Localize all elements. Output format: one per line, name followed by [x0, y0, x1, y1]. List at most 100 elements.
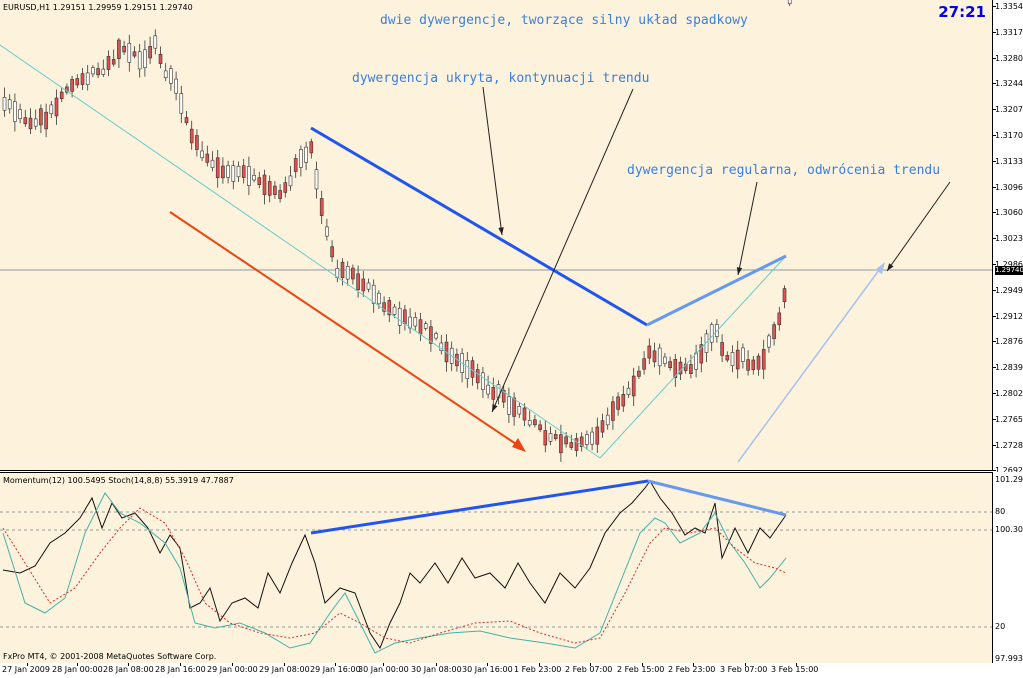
- price-tick-label: 1.29120: [995, 311, 1023, 321]
- candle: [543, 420, 548, 453]
- candle-body: [293, 158, 298, 172]
- pointer-hidden-1-head: [498, 227, 504, 235]
- candle-body: [80, 73, 85, 85]
- candle-body: [689, 364, 693, 374]
- price-tick-label: 1.26920: [995, 466, 1023, 476]
- candle: [80, 68, 85, 90]
- candle-body: [751, 359, 756, 371]
- time-tick-label: 2 Feb 15:00: [617, 665, 665, 674]
- candle-body: [392, 306, 397, 315]
- candle: [595, 417, 600, 453]
- indicator-window[interactable]: Momentum(12) 100.5495 Stoch(14,8,8) 55.3…: [0, 472, 993, 664]
- divergence-line-indicator-1: [310, 479, 649, 535]
- candle: [111, 49, 116, 67]
- price-tick-label: 1.27280: [995, 440, 1023, 450]
- time-tick-label: 1 Feb 23:00: [514, 665, 562, 674]
- price-tick-label: 1.28020: [995, 389, 1023, 398]
- candle-body: [2, 97, 7, 111]
- candle: [65, 83, 69, 95]
- candle: [39, 104, 43, 134]
- candle-body: [247, 166, 251, 186]
- candle: [273, 181, 277, 199]
- candle: [179, 85, 184, 123]
- candle-body: [231, 165, 236, 182]
- candle: [148, 36, 152, 64]
- candle-body: [585, 434, 589, 445]
- candle-body: [101, 68, 106, 75]
- candle-body: [169, 68, 173, 84]
- candle-body: [91, 67, 95, 75]
- candle: [18, 103, 22, 124]
- divergence-line-price-2: [646, 254, 787, 327]
- candle-body: [28, 117, 33, 130]
- candle: [267, 175, 272, 203]
- candle: [772, 321, 776, 346]
- candle: [106, 50, 111, 77]
- candle-body: [200, 150, 204, 159]
- candle: [366, 278, 371, 293]
- time-tick-mark: [436, 663, 437, 666]
- candle-body: [205, 153, 210, 163]
- candle-body: [273, 185, 277, 195]
- candle-body: [699, 344, 704, 364]
- candle: [673, 354, 678, 387]
- candle-body: [195, 135, 199, 150]
- candle: [44, 103, 48, 138]
- candle: [434, 331, 438, 341]
- time-tick-label: 30 Jan 16:00: [462, 665, 513, 674]
- candle: [330, 240, 334, 263]
- candle: [746, 350, 750, 376]
- candle-body: [44, 111, 48, 130]
- candle-body: [616, 396, 620, 410]
- candle: [574, 432, 579, 457]
- price-chart[interactable]: EURUSD,H1 1.29151 1.29959 1.29151 1.2974…: [0, 0, 993, 471]
- candle: [460, 348, 464, 383]
- candle: [585, 430, 589, 450]
- candle-body: [512, 397, 516, 417]
- candle: [621, 385, 626, 412]
- candle: [590, 427, 594, 451]
- candle: [7, 94, 12, 114]
- price-chart-canvas: [0, 0, 992, 463]
- candle-body: [631, 375, 636, 397]
- candle-body: [397, 307, 402, 326]
- pointer-regular-2: [886, 181, 951, 272]
- candle-body: [132, 51, 137, 57]
- candle-body: [486, 384, 490, 395]
- candle: [579, 432, 584, 452]
- pointer-hidden-2: [491, 88, 634, 413]
- candle-body: [423, 323, 428, 329]
- candle-body: [13, 101, 17, 122]
- price-tick-mark: [993, 57, 996, 59]
- copyright-text: FxPro MT4, © 2001-2008 MetaQuotes Softwa…: [3, 652, 217, 661]
- candle: [101, 59, 106, 78]
- candle: [787, 0, 792, 6]
- time-tick-label: 30 Jan 08:00: [411, 665, 462, 674]
- price-tick-label: 1.30600: [995, 208, 1023, 218]
- candle-body: [39, 108, 43, 126]
- candle: [507, 387, 511, 423]
- price-tick-label: 1.31330: [995, 156, 1023, 166]
- candle-body: [54, 97, 59, 117]
- price-tick-mark: [993, 6, 996, 7]
- candle-body: [148, 45, 152, 59]
- candle-body: [361, 278, 366, 292]
- candle: [652, 342, 657, 368]
- candle-body: [481, 372, 485, 390]
- candle-body: [720, 342, 724, 356]
- indicator-tick-label: 101.2913: [995, 475, 1023, 484]
- candle: [345, 261, 350, 286]
- candle: [553, 429, 558, 441]
- candle-body: [725, 355, 730, 361]
- candle: [361, 270, 366, 297]
- candle: [252, 168, 256, 183]
- pointer-regular-1: [737, 181, 758, 276]
- time-tick-mark: [487, 663, 488, 666]
- candle-body: [709, 324, 714, 343]
- candle: [226, 160, 230, 184]
- candle: [200, 141, 204, 162]
- candle: [694, 344, 698, 378]
- candle: [96, 62, 100, 79]
- time-tick-mark: [590, 663, 591, 666]
